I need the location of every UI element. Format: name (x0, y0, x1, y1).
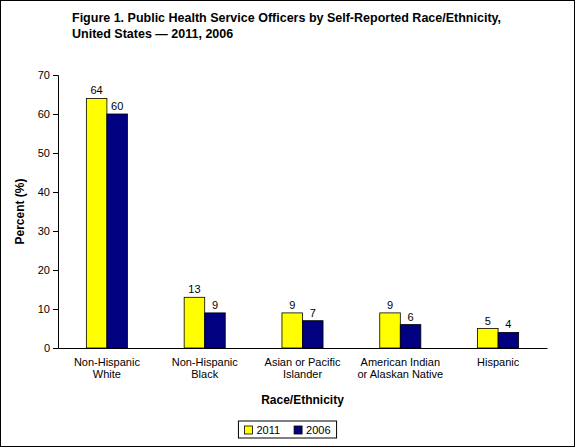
data-label: 7 (310, 307, 316, 319)
legend-box (238, 421, 336, 438)
y-tick: 0 (44, 342, 58, 354)
data-label: 9 (289, 299, 295, 311)
x-axis-title: Race/Ethnicity (261, 393, 344, 407)
x-tick: Asian or PacificIslander (265, 348, 341, 380)
bar (184, 297, 205, 348)
y-tick-label: 60 (38, 108, 50, 120)
y-tick-mark (53, 153, 58, 154)
y-tick-mark (53, 114, 58, 115)
data-label: 64 (91, 84, 103, 96)
data-label: 13 (188, 283, 200, 295)
x-tick: Non-HispanicBlack (172, 348, 239, 380)
legend-item: 2006 (294, 424, 330, 436)
data-label: 9 (212, 299, 218, 311)
y-tick-label: 20 (38, 264, 50, 276)
data-label: 6 (408, 311, 414, 323)
title: Figure 1. Public Health Service Officers… (72, 11, 501, 25)
bar (205, 313, 226, 348)
y-tick-mark (53, 348, 58, 349)
legend: 2011 2006 (238, 421, 336, 438)
title-group: Figure 1. Public Health Service Officers… (72, 11, 501, 41)
y-tick-label: 40 (38, 186, 50, 198)
y-tick: 60 (38, 108, 58, 120)
bar (303, 321, 324, 348)
bar (107, 114, 128, 348)
legend-swatch (294, 426, 302, 434)
y-tick-mark (53, 75, 58, 76)
bar (400, 325, 421, 348)
y-tick: 10 (38, 303, 58, 315)
legend-item: 2011 (244, 424, 280, 436)
x-tick: Non-HispanicWhite (74, 348, 141, 380)
x-tick-label: Asian or PacificIslander (265, 356, 341, 381)
y-tick: 20 (38, 264, 58, 276)
x-tick: Hispanic (477, 348, 520, 368)
y-axis: 0 10 20 30 40 50 60 70 (38, 69, 59, 354)
y-axis-title: Percent (%) (13, 178, 27, 244)
bars (86, 98, 518, 348)
data-label: 5 (485, 315, 491, 327)
legend-label: 2011 (256, 424, 280, 436)
data-label: 4 (505, 318, 511, 330)
data-label: 60 (111, 100, 123, 112)
y-tick-mark (53, 192, 58, 193)
y-tick: 70 (38, 69, 58, 81)
legend-label: 2006 (306, 424, 330, 436)
x-tick-label: American Indianor Alaskan Native (357, 356, 443, 381)
bar (282, 313, 303, 348)
bar (498, 332, 519, 348)
data-labels: 6413995609764 (91, 84, 512, 330)
x-tick-label: Non-HispanicWhite (74, 356, 141, 381)
y-tick-label: 30 (38, 225, 50, 237)
x-tick-label: Non-HispanicBlack (172, 356, 239, 381)
bar (380, 313, 401, 348)
y-tick-label: 50 (38, 147, 50, 159)
title: United States — 2011, 2006 (72, 27, 233, 41)
y-tick: 40 (38, 186, 58, 198)
y-tick-label: 10 (38, 303, 50, 315)
chart: Figure 1. Public Health Service Officers… (0, 0, 575, 447)
y-tick-mark (53, 270, 58, 271)
data-label: 9 (387, 299, 393, 311)
y-tick-mark (53, 231, 58, 232)
y-tick-label: 0 (44, 342, 50, 354)
y-tick: 30 (38, 225, 58, 237)
bar (86, 98, 107, 348)
x-axis: Non-HispanicWhite Non-HispanicBlack Asian … (59, 348, 548, 380)
x-tick-label: Hispanic (477, 356, 520, 368)
frame (1, 1, 575, 447)
x-axis-line (59, 348, 548, 349)
y-tick-mark (53, 309, 58, 310)
bar (478, 329, 499, 349)
y-tick-label: 70 (38, 69, 50, 81)
x-tick: American Indianor Alaskan Native (357, 348, 443, 380)
legend-swatch (244, 426, 252, 434)
y-tick: 50 (38, 147, 58, 159)
y-axis-line (53, 76, 59, 349)
